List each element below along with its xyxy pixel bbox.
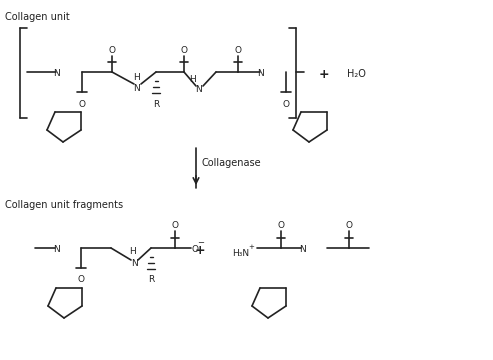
Text: +: + bbox=[318, 68, 329, 81]
Text: O: O bbox=[235, 45, 242, 54]
Text: H: H bbox=[134, 72, 141, 81]
Text: +: + bbox=[248, 244, 254, 250]
Text: H: H bbox=[190, 75, 196, 84]
Text: Collagen unit fragments: Collagen unit fragments bbox=[5, 200, 123, 210]
Text: H₃N: H₃N bbox=[232, 248, 249, 257]
Text: H₂O: H₂O bbox=[347, 69, 365, 79]
Text: R: R bbox=[148, 275, 154, 284]
Text: −: − bbox=[198, 239, 205, 248]
Text: O: O bbox=[78, 99, 85, 108]
Text: O: O bbox=[77, 275, 84, 284]
Text: N: N bbox=[53, 244, 59, 253]
Text: +: + bbox=[195, 243, 205, 256]
Text: H: H bbox=[130, 248, 137, 256]
Text: O: O bbox=[346, 220, 352, 230]
Text: Collagenase: Collagenase bbox=[201, 158, 261, 168]
Text: N: N bbox=[131, 258, 138, 267]
Text: N: N bbox=[134, 84, 141, 93]
Text: O: O bbox=[278, 220, 284, 230]
Text: Collagen unit: Collagen unit bbox=[5, 12, 70, 22]
Text: O: O bbox=[282, 99, 289, 108]
Text: R: R bbox=[153, 99, 159, 108]
Text: N: N bbox=[54, 68, 60, 77]
Text: O: O bbox=[180, 45, 187, 54]
Text: N: N bbox=[299, 244, 305, 253]
Text: O: O bbox=[172, 220, 178, 230]
Text: O: O bbox=[191, 244, 199, 253]
Text: N: N bbox=[196, 85, 202, 94]
Text: N: N bbox=[258, 68, 264, 77]
Text: O: O bbox=[108, 45, 115, 54]
